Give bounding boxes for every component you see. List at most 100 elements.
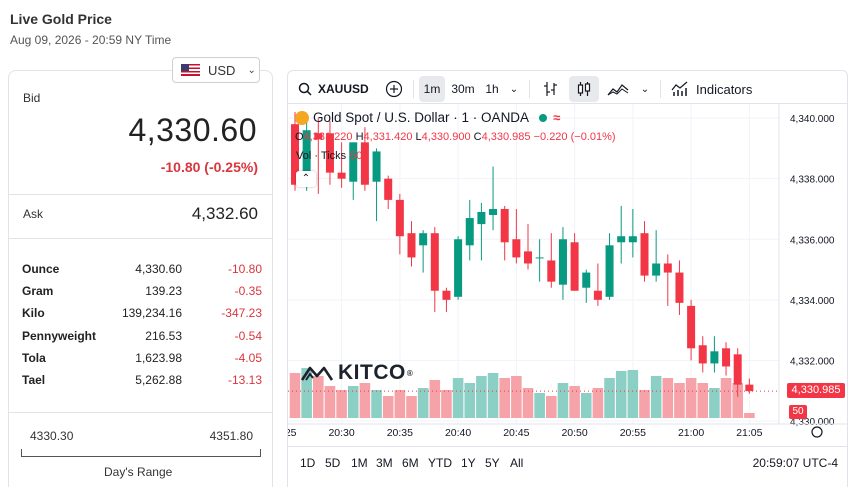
candle-body (384, 178, 393, 200)
volume-bar (604, 378, 615, 418)
days-range-low: 4330.30 (30, 429, 74, 443)
symbol-search[interactable]: XAUUSD (294, 76, 372, 102)
low-value: 4,330.900 (421, 131, 471, 143)
settings-icon[interactable] (811, 426, 823, 438)
candle-body (524, 251, 532, 264)
candle-body (547, 260, 556, 282)
volume-bar (615, 371, 627, 418)
currency-value: USD (208, 62, 236, 78)
volume-bar (697, 383, 709, 418)
table-row: Pennyweight 216.53 -0.54 (22, 329, 262, 351)
high-value: 4,331.420 (363, 131, 413, 143)
collapse-legend-button[interactable]: ⌃ (296, 171, 316, 187)
currency-select[interactable]: USD ⌄ (172, 57, 260, 83)
volume-bar (452, 378, 464, 418)
symbol-label: XAUUSD (318, 82, 369, 96)
unit-price: 139.23 (145, 284, 182, 299)
x-tick-label: 20:55 (620, 427, 646, 439)
volume-bar (347, 386, 359, 418)
chevron-down-icon: ⌄ (247, 64, 256, 76)
volume-bar (580, 393, 592, 418)
symbol-title: Gold Spot / U.S. Dollar · 1 · OANDA (313, 110, 530, 125)
close-label: C (473, 131, 482, 143)
kitco-logo: KITCO ® (300, 361, 413, 385)
range-1y[interactable]: 1Y (461, 456, 476, 470)
interval-1m[interactable]: 1m (419, 76, 445, 102)
candle-body (675, 272, 684, 303)
candle-body (663, 263, 672, 273)
range-all[interactable]: All (510, 456, 524, 470)
toolbar-divider (529, 80, 530, 98)
unit-price: 216.53 (145, 328, 182, 343)
volume-bar (476, 376, 487, 418)
unit-price-table: Ounce 4,330.60 -10.80 Gram 139.23 -0.35 … (22, 262, 262, 395)
volume-bar (592, 388, 604, 418)
volume-bar (685, 378, 697, 418)
volume-bar (301, 368, 312, 418)
range-1d[interactable]: 1D (300, 456, 316, 470)
range-5y[interactable]: 5Y (485, 456, 500, 470)
last-price-tag: 4,330.985 (787, 383, 845, 398)
candle-body (360, 142, 369, 185)
high-label: H (355, 131, 364, 143)
registered-mark: ® (406, 368, 414, 378)
chart-clock: 20:59:07 UTC-4 (752, 456, 838, 470)
close-value: 4,330.985 (481, 131, 531, 143)
volume-legend: Vol · Ticks 50 (296, 150, 362, 162)
table-row: Kilo 139,234.16 -347.23 (22, 306, 262, 328)
interval-dropdown[interactable]: ⌄ (507, 76, 521, 102)
volume-bar (313, 376, 324, 418)
x-tick-label: 20:30 (328, 427, 354, 439)
bar-style-button[interactable] (539, 76, 563, 102)
chart-type-dropdown[interactable]: ⌄ (638, 76, 652, 102)
page-datetime: Aug 09, 2026 - 20:59 NY Time (10, 33, 172, 47)
unit-change: -13.13 (227, 372, 262, 387)
x-tick-label: 21:05 (736, 427, 762, 439)
candles-icon (577, 82, 591, 96)
range-6m[interactable]: 6M (402, 456, 419, 470)
table-row: Ounce 4,330.60 -10.80 (22, 262, 262, 284)
market-open-icon (539, 113, 548, 122)
range-1m[interactable]: 1M (351, 456, 368, 470)
days-range-high: 4351.80 (209, 429, 253, 443)
range-ytd[interactable]: YTD (428, 456, 452, 470)
range-5d[interactable]: 5D (325, 456, 341, 470)
range-3m[interactable]: 3M (376, 456, 393, 470)
unit-change: -0.35 (234, 284, 262, 299)
candle-body (442, 290, 451, 300)
candles-style-button[interactable] (569, 76, 599, 102)
compare-symbol-button[interactable] (382, 76, 406, 102)
unit-price: 139,234.16 (121, 306, 182, 321)
candle-body (512, 239, 521, 258)
candle-body (500, 208, 509, 243)
volume-bar (557, 383, 569, 418)
volume-bar (499, 378, 510, 418)
unit-price: 1,623.98 (135, 350, 182, 365)
change-value: −0.220 (−0.01%) (533, 131, 616, 143)
open-value: 4,331.220 (303, 131, 353, 143)
interval-1h[interactable]: 1h (485, 82, 499, 96)
days-range-label: Day's Range (104, 465, 173, 479)
unit-name: Kilo (22, 306, 45, 321)
candle-body (419, 233, 428, 246)
candle-body (430, 233, 439, 291)
volume-bar (650, 376, 662, 418)
candle-body (407, 233, 416, 258)
unit-change: -0.54 (234, 328, 262, 343)
volume-bar (639, 390, 650, 418)
y-tick-label: 4,340.000 (790, 114, 835, 125)
area-style-button[interactable] (606, 76, 630, 102)
unit-name: Tola (22, 350, 46, 365)
unit-change: -10.80 (227, 262, 262, 276)
candlestick-chart[interactable]: 4,340.000 4,338.000 4,336.000 4,334.000 4,33… (288, 104, 848, 446)
x-tick-label: 20:35 (387, 427, 413, 439)
interval-30m[interactable]: 30m (451, 82, 475, 96)
chevron-down-icon: ⌄ (509, 83, 519, 95)
indicators-button[interactable]: Indicators (671, 76, 761, 102)
candle-body (628, 236, 637, 243)
volume-bar (627, 370, 639, 418)
volume-bar (511, 376, 522, 418)
candle-body (582, 272, 591, 288)
candle-body (477, 212, 486, 225)
candle-body (291, 124, 299, 185)
